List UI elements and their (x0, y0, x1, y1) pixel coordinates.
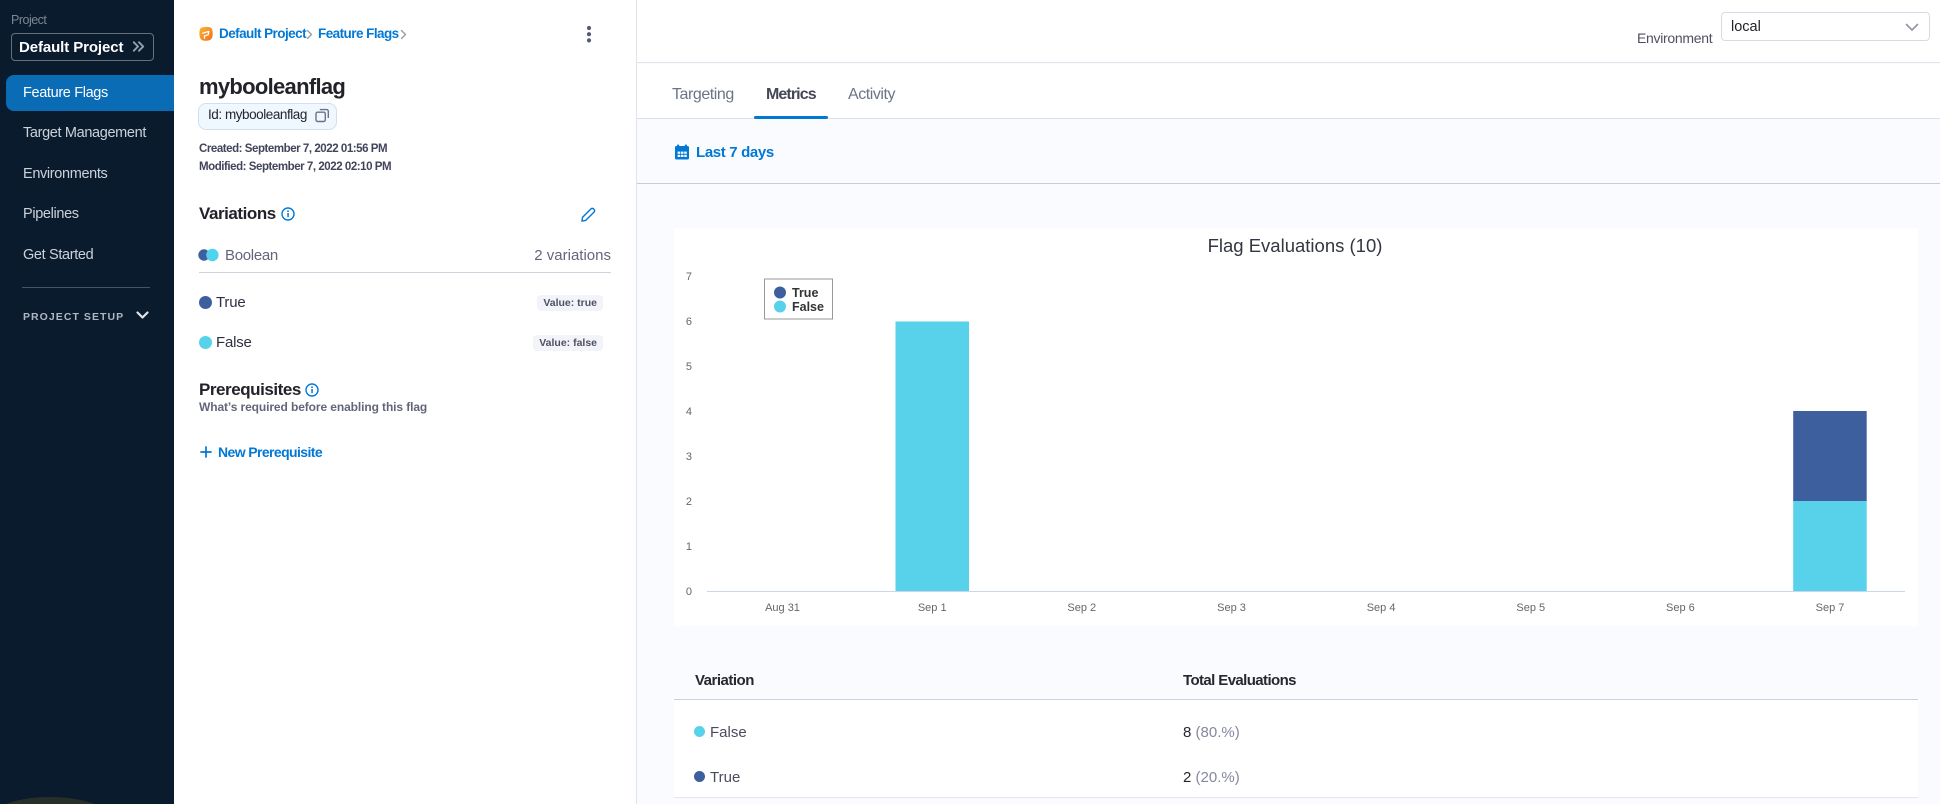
svg-text:Sep 2: Sep 2 (1067, 602, 1096, 614)
svg-text:6: 6 (686, 316, 692, 328)
svg-text:1: 1 (686, 541, 692, 553)
svg-text:Aug 31: Aug 31 (765, 602, 800, 614)
svg-text:Sep 5: Sep 5 (1516, 602, 1545, 614)
svg-text:Sep 6: Sep 6 (1666, 602, 1695, 614)
svg-text:3: 3 (686, 451, 692, 463)
svg-text:True: True (792, 286, 818, 300)
svg-text:2: 2 (686, 496, 692, 508)
svg-text:Sep 4: Sep 4 (1367, 602, 1396, 614)
svg-text:4: 4 (686, 406, 692, 418)
svg-text:5: 5 (686, 361, 692, 373)
svg-text:Sep 1: Sep 1 (918, 602, 947, 614)
svg-text:False: False (792, 300, 824, 314)
svg-text:Flag Evaluations (10): Flag Evaluations (10) (1208, 235, 1383, 256)
svg-text:7: 7 (686, 271, 692, 283)
svg-text:0: 0 (686, 586, 692, 598)
svg-text:Sep 7: Sep 7 (1816, 602, 1845, 614)
svg-text:Sep 3: Sep 3 (1217, 602, 1246, 614)
